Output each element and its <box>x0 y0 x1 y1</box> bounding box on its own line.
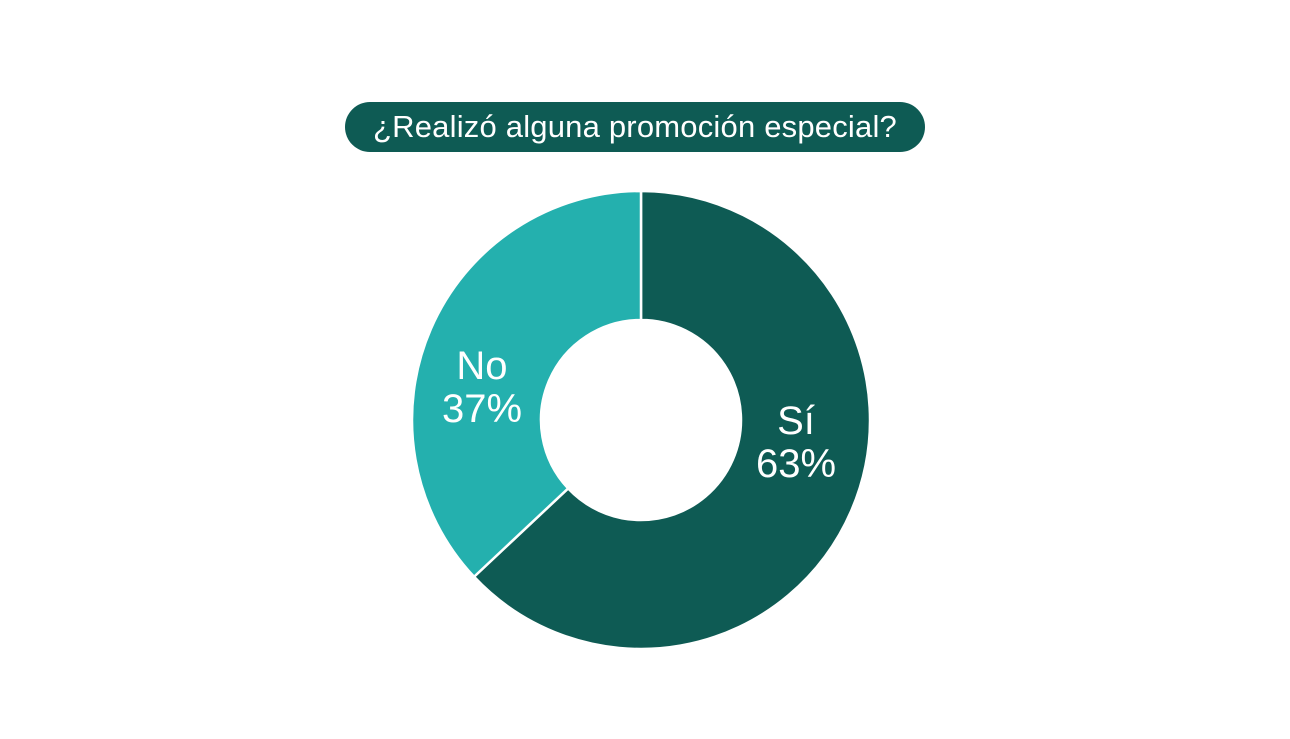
donut-slice-no <box>410 189 643 579</box>
chart-title-pill: ¿Realizó alguna promoción especial? <box>345 102 925 152</box>
donut-slice-si <box>472 189 872 651</box>
chart-title: ¿Realizó alguna promoción especial? <box>373 109 897 144</box>
